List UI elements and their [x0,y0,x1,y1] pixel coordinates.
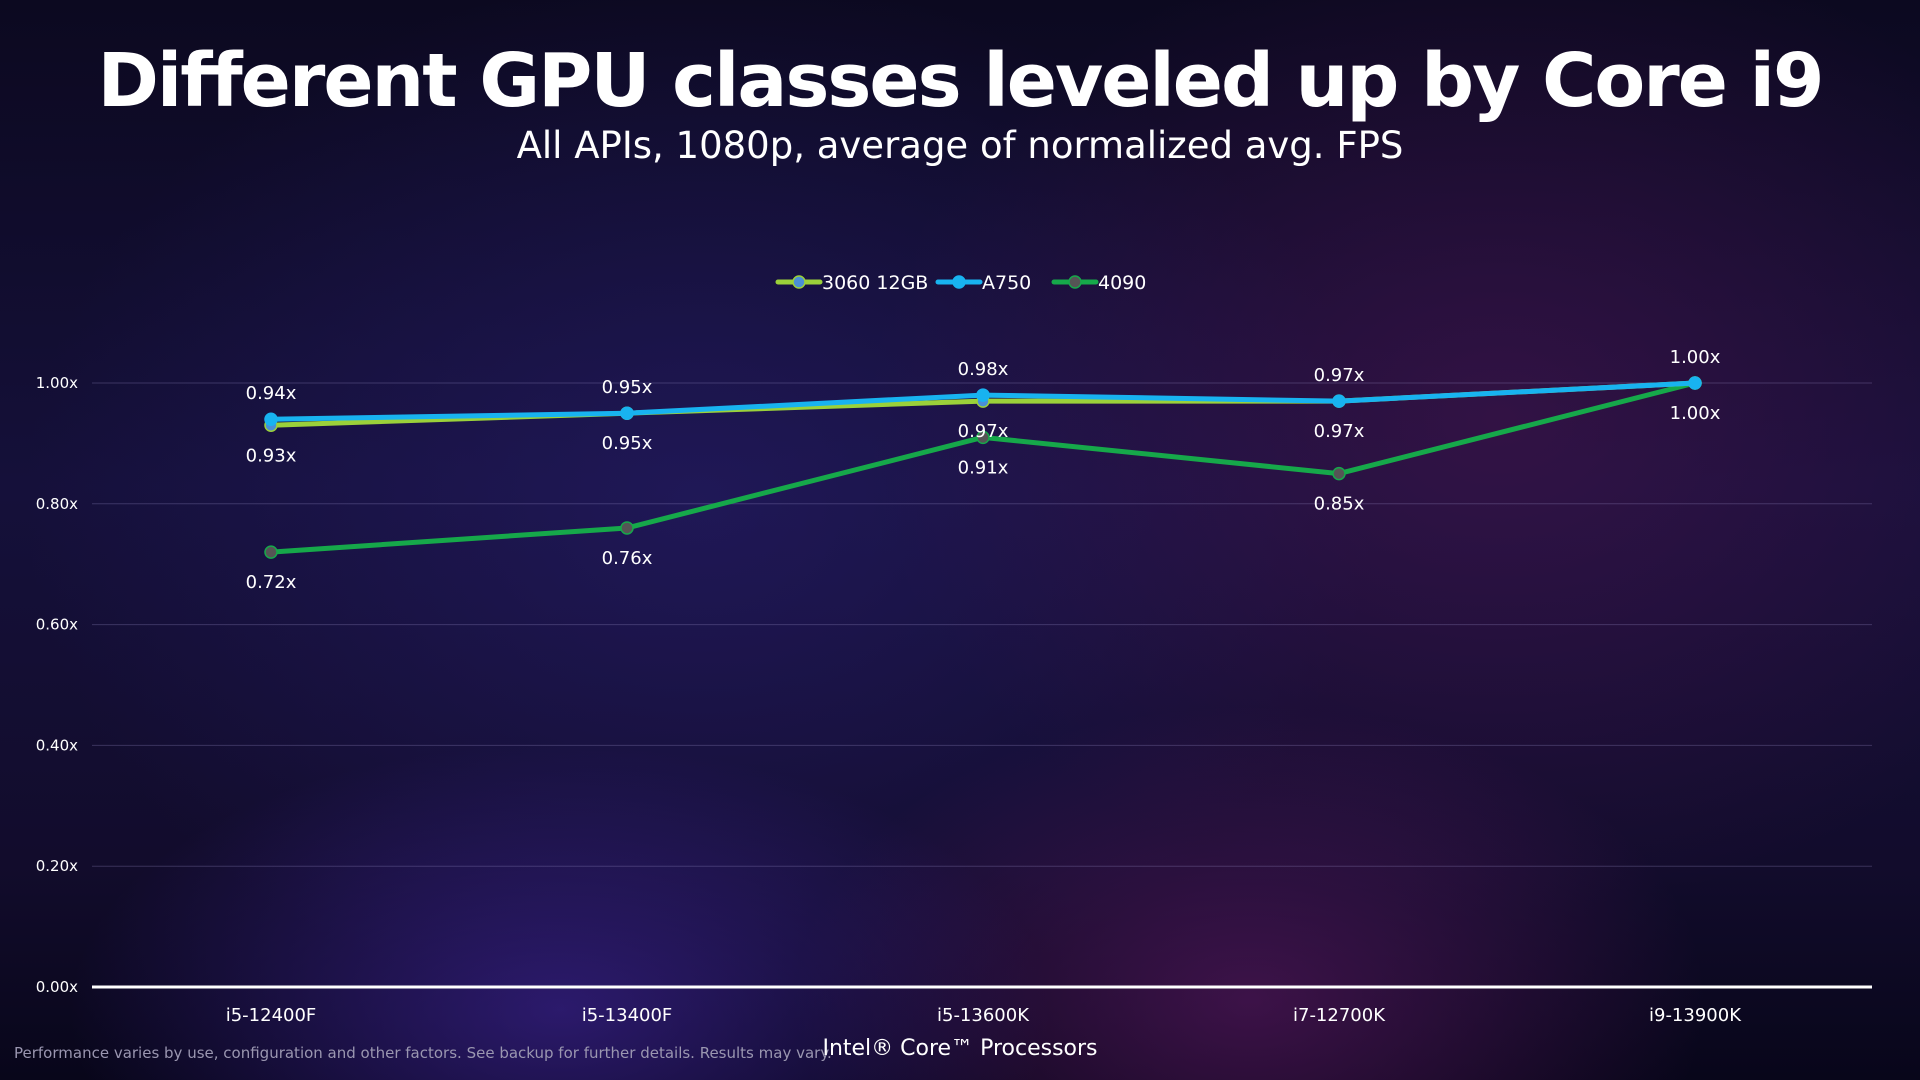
legend-swatch-marker [1068,275,1082,289]
legend-item: 3060 12GB [775,272,928,294]
legend-swatch-marker [792,275,806,289]
x-tick-label: i5-13600K [937,1005,1030,1026]
y-tick-label: 0.00x [36,978,78,996]
legend-item: A750 [935,272,1031,294]
data-label: 0.98x [958,359,1009,380]
legend-label: 3060 12GB [822,272,928,294]
data-label: 0.97x [1314,365,1365,386]
data-label: 0.95x [602,377,653,398]
series-lines [264,376,1702,559]
data-point [976,430,990,445]
data-label: 0.85x [1314,494,1365,515]
legend-label: 4090 [1098,272,1146,294]
data-label: 0.94x [246,383,297,404]
legend-label: A750 [982,272,1031,294]
chart-subtitle: All APIs, 1080p, average of normalized a… [516,124,1404,167]
x-tick-label: i5-12400F [226,1005,317,1026]
legend-item: 4090 [1051,272,1146,294]
data-label: 1.00x [1670,347,1721,368]
x-axis-title: Intel® Core™ Processors [822,1036,1098,1061]
data-point [1688,376,1702,390]
x-tick-label: i9-13900K [1649,1005,1742,1026]
gridlines [92,382,1872,867]
data-point [264,412,278,426]
data-point [976,388,990,402]
data-label: 0.76x [602,548,653,569]
data-label: 0.97x [958,421,1009,442]
legend: 3060 12GB A750 4090 [775,272,1146,294]
data-label: 0.72x [246,572,297,593]
disclaimer-text: Performance varies by use, configuration… [14,1044,832,1062]
legend-swatch-marker [952,275,966,289]
y-tick-label: 0.80x [36,495,78,513]
data-point [620,521,634,535]
y-tick-label: 0.20x [36,857,78,875]
data-point [620,406,634,420]
y-tick-label: 0.40x [36,736,78,754]
data-label: 0.93x [246,445,297,466]
data-label: 0.91x [958,457,1009,478]
data-label: 0.95x [602,433,653,454]
y-tick-label: 0.60x [36,616,78,634]
x-tick-label: i5-13400F [582,1005,673,1026]
axes: 0.00x 0.20x 0.40x 0.60x 0.80x 1.00x i5-12400F i… [36,374,1872,1026]
chart-title: Different GPU classes leveled up by Core… [97,38,1824,124]
y-tick-label: 1.00x [36,374,78,392]
data-point [264,545,278,559]
data-labels: 0.93x 0.95x 0.97x 0.97x 0.94x 0.95x 0.98x 0.97x… [246,347,1721,593]
data-point [1332,466,1346,481]
data-label: 1.00x [1670,403,1721,424]
data-point [1332,394,1346,408]
x-tick-label: i7-12700K [1293,1005,1386,1026]
data-label: 0.97x [1314,421,1365,442]
